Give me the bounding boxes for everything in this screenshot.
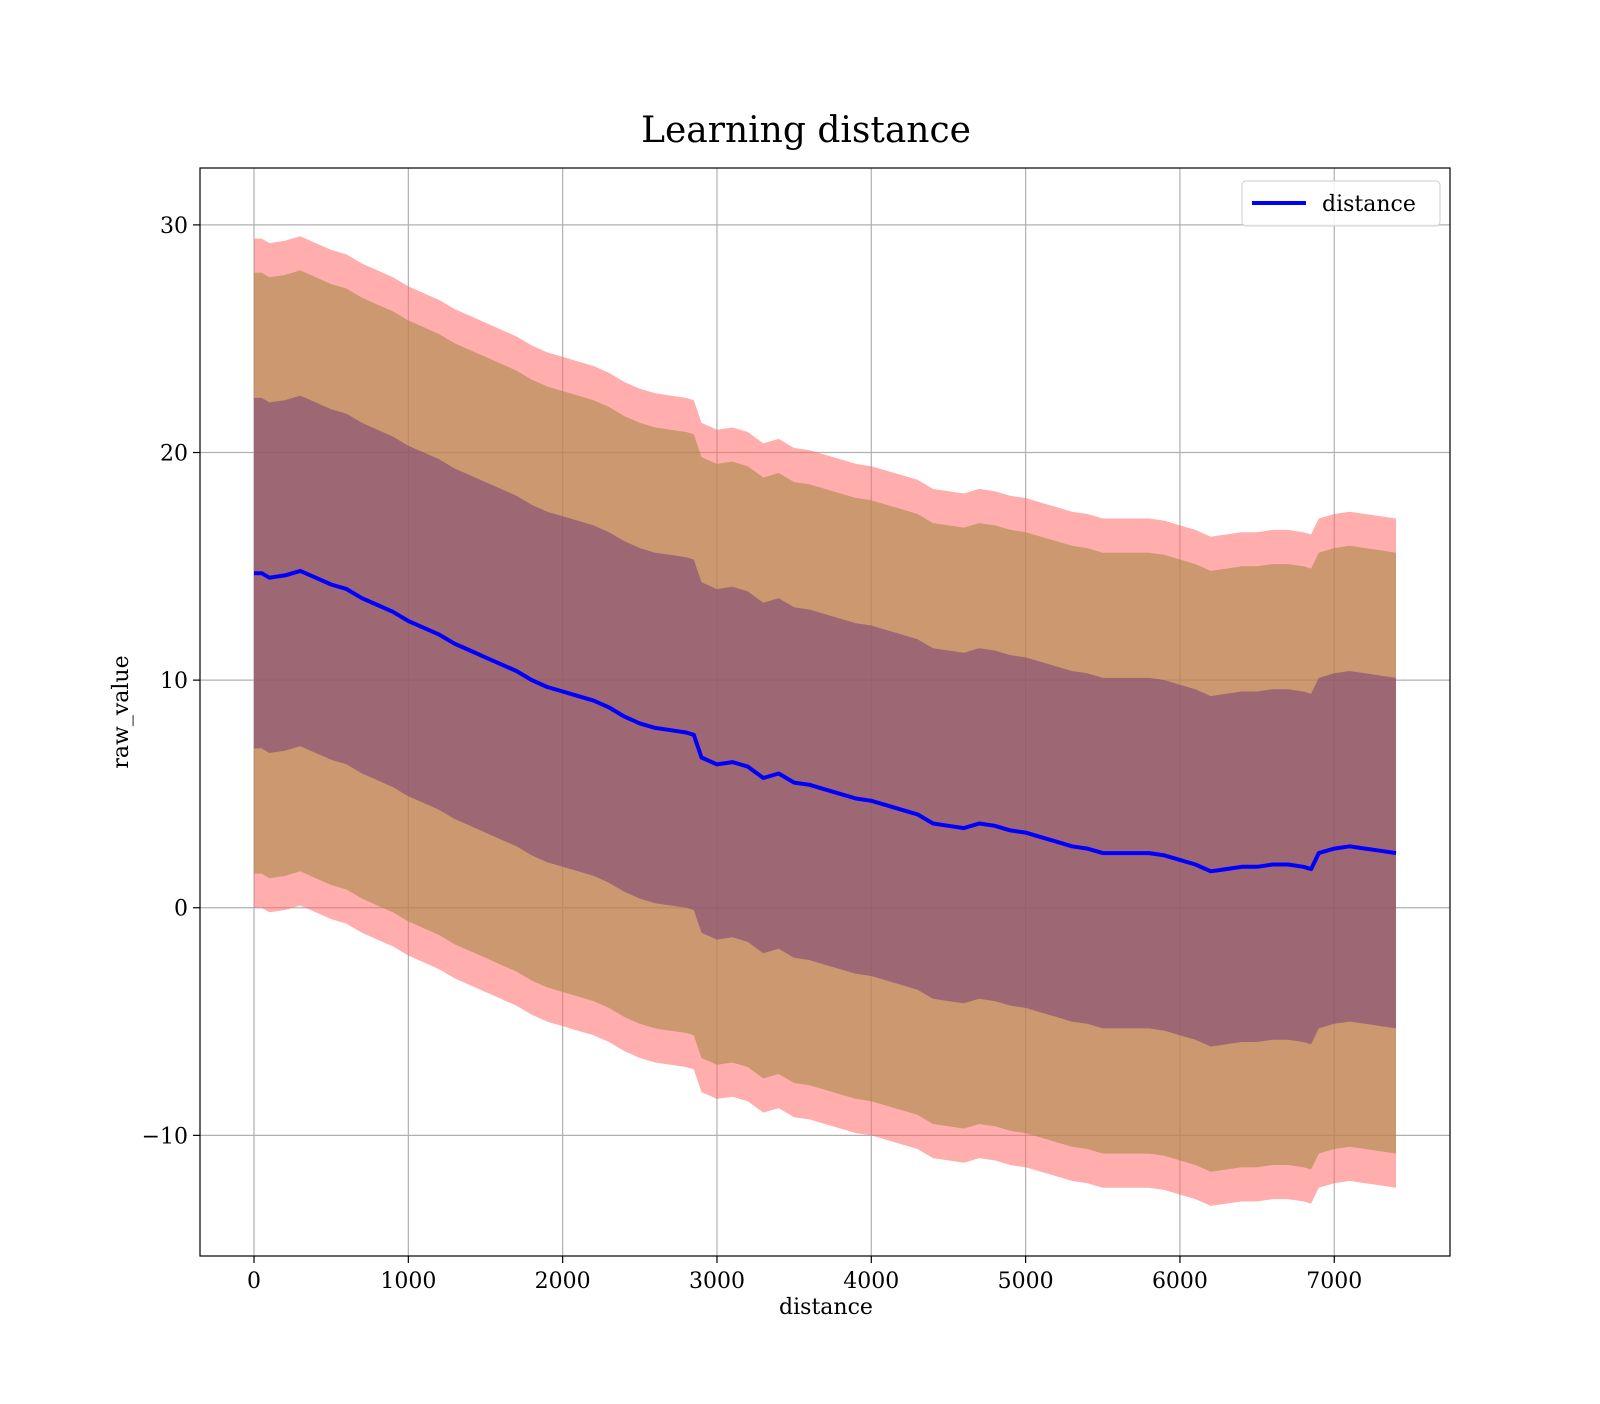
legend-label-distance: distance	[1322, 192, 1416, 217]
x-tick-label: 2000	[535, 1269, 591, 1294]
x-tick-label: 4000	[843, 1269, 899, 1294]
y-tick-label: 30	[160, 214, 188, 239]
y-tick-label: −10	[142, 1124, 188, 1149]
x-tick-label: 5000	[998, 1269, 1054, 1294]
y-axis-label: raw_value	[109, 655, 134, 768]
y-tick-label: 0	[174, 897, 188, 922]
plot-frame	[199, 167, 1451, 1257]
series-line-distance	[254, 568, 1397, 874]
y-tick-label: 10	[160, 669, 188, 694]
y-tick-label: 20	[160, 442, 188, 467]
legend: distance	[1241, 180, 1441, 227]
confidence-bands	[254, 236, 1396, 1206]
x-tick-label: 6000	[1152, 1269, 1208, 1294]
x-tick-label: 1000	[380, 1269, 436, 1294]
x-tick-label: 3000	[689, 1269, 745, 1294]
x-tick-label: 7000	[1306, 1269, 1362, 1294]
chart-title: Learning distance	[641, 110, 971, 151]
x-axis-ticks: 0 1000 2000 3000 4000 5000 6000 7000	[247, 1256, 1362, 1294]
series-lines	[254, 568, 1397, 874]
y-axis-ticks: −10 0 10 20 30	[142, 214, 200, 1149]
band-inner	[254, 395, 1396, 1047]
legend-box	[1241, 180, 1441, 227]
x-axis-label: distance	[779, 1295, 873, 1320]
x-tick-label: 0	[247, 1269, 261, 1294]
